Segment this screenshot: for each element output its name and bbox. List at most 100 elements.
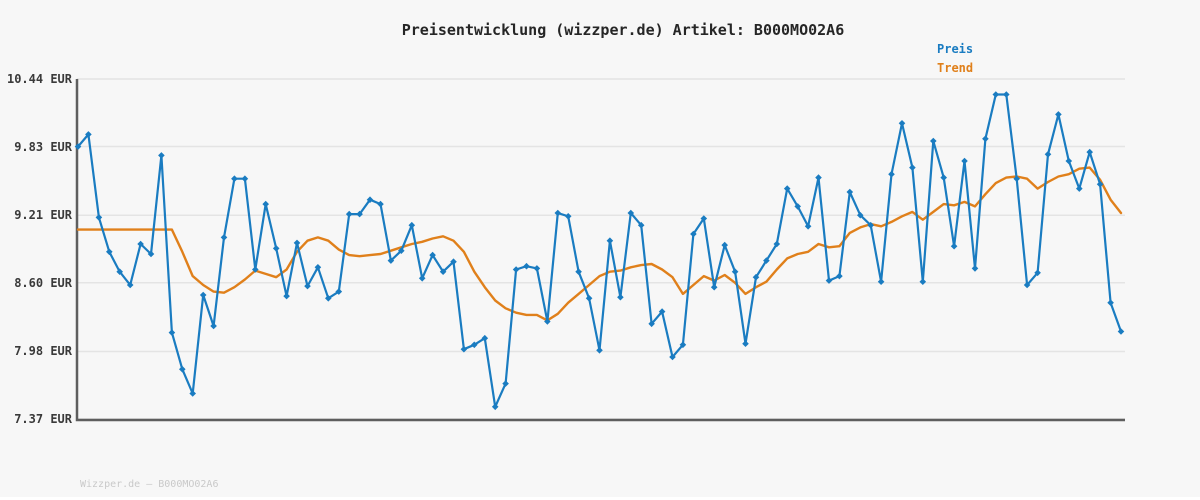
price-point-marker — [763, 257, 770, 264]
y-axis-tick-label: 9.83 EUR — [14, 139, 72, 154]
y-axis-tick-label: 10.44 EUR — [6, 72, 72, 86]
price-point-marker — [262, 200, 269, 208]
price-point-marker — [669, 353, 676, 361]
y-axis-tick-label: 9.21 EUR — [14, 208, 72, 223]
price-point-marker — [637, 221, 645, 229]
price-point-marker — [168, 329, 176, 336]
y-axis-tick-labels: 10.44 EUR 9.83 EUR 9.21 EUR 8.60 EUR 7.98 EU… — [0, 0, 72, 500]
price-point-marker — [491, 403, 499, 411]
price-point-marker — [377, 200, 384, 208]
price-point-marker — [345, 210, 353, 218]
price-point-marker — [418, 275, 426, 282]
price-point-marker — [617, 293, 624, 301]
price-point-marker — [867, 221, 874, 229]
price-point-marker — [408, 221, 416, 229]
price-point-marker — [252, 266, 259, 273]
price-point-marker — [794, 203, 801, 210]
bottom-white-strip — [0, 497, 1200, 500]
y-axis-tick-label: 8.60 EUR — [14, 275, 72, 290]
price-line-series — [76, 93, 1123, 408]
price-point-marker — [366, 196, 374, 203]
price-point-marker — [387, 257, 395, 264]
price-point-marker — [460, 345, 468, 353]
legend-item-preis: Preis — [937, 42, 974, 56]
price-point-marker — [314, 264, 322, 271]
price-point-marker — [189, 390, 196, 397]
price-point-marker — [679, 341, 687, 349]
price-point-marker — [1003, 91, 1010, 98]
price-point-marker — [554, 209, 562, 217]
price-point-marker — [1096, 180, 1104, 188]
chart-legend: Preis Trend — [937, 40, 973, 78]
price-point-marker — [481, 334, 489, 342]
price-point-marker — [971, 265, 979, 272]
price-point-marker — [940, 174, 947, 181]
price-point-marker — [877, 278, 885, 285]
price-point-marker — [564, 213, 572, 220]
price-point-marker — [241, 175, 249, 182]
price-point-marker — [1034, 269, 1041, 277]
price-point-marker — [137, 240, 144, 248]
price-point-marker — [961, 157, 968, 165]
price-point-marker — [783, 185, 791, 192]
price-point-marker — [450, 258, 457, 265]
price-point-marker — [898, 120, 906, 127]
price-point-marker — [231, 175, 238, 182]
footer-watermark: Wizzper.de — B000MO02A6 — [80, 479, 219, 490]
price-point-marker — [85, 131, 92, 138]
price-point-marker — [512, 266, 520, 273]
price-point-marker — [752, 273, 760, 281]
price-point-marker — [116, 268, 123, 275]
price-point-marker — [846, 188, 854, 196]
price-point-marker — [1055, 111, 1062, 118]
price-point-marker — [596, 347, 603, 354]
price-point-marker — [606, 237, 614, 244]
price-point-marker — [74, 143, 82, 150]
price-point-marker — [804, 223, 812, 230]
price-point-marker — [471, 341, 478, 349]
price-point-marker — [909, 164, 916, 171]
price-point-marker — [502, 380, 509, 387]
price-point-marker — [220, 234, 228, 241]
y-axis-tick-label: 7.37 EUR — [14, 412, 72, 426]
price-point-marker — [888, 170, 895, 178]
price-point-marker — [126, 281, 134, 289]
price-point-marker — [1065, 157, 1073, 165]
price-point-marker — [627, 209, 635, 217]
price-point-marker — [1117, 328, 1125, 335]
price-point-marker — [439, 268, 447, 275]
price-point-marker — [700, 215, 708, 222]
price-point-marker — [992, 91, 1000, 98]
price-point-marker — [106, 248, 113, 256]
price-point-marker — [1076, 185, 1083, 192]
price-point-marker — [825, 277, 833, 284]
price-point-marker — [721, 241, 728, 249]
price-point-marker — [1086, 148, 1093, 156]
price-point-marker — [523, 262, 530, 270]
price-point-marker — [1013, 175, 1020, 182]
price-point-marker — [1107, 299, 1114, 306]
price-point-marker — [930, 137, 937, 145]
price-point-marker — [147, 250, 155, 258]
price-point-marker — [836, 272, 843, 280]
price-point-marker — [742, 340, 749, 347]
price-point-marker — [658, 308, 666, 315]
price-point-marker — [710, 283, 718, 291]
price-point-marker — [199, 291, 207, 299]
price-point-marker — [575, 268, 582, 275]
price-point-marker — [210, 322, 217, 330]
price-point-marker — [585, 295, 593, 302]
price-point-marker — [283, 292, 290, 300]
price-point-marker — [293, 239, 301, 247]
price-point-marker — [179, 365, 186, 373]
y-axis-tick-label: 7.98 EUR — [14, 344, 72, 359]
price-point-marker — [304, 282, 311, 290]
price-point-marker — [815, 174, 822, 181]
price-point-marker — [533, 265, 541, 272]
price-point-marker — [1044, 151, 1052, 158]
price-point-marker — [648, 320, 655, 328]
price-point-marker — [544, 318, 551, 325]
price-point-marker — [950, 242, 958, 250]
price-point-marker — [356, 210, 363, 218]
